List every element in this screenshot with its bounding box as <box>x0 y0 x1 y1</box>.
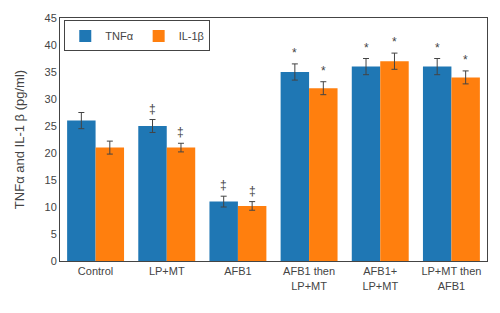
svg-text:0: 0 <box>51 255 57 267</box>
svg-text:25: 25 <box>45 120 57 132</box>
svg-text:*: * <box>435 41 440 55</box>
svg-text:‡: ‡ <box>177 125 184 139</box>
svg-text:20: 20 <box>45 147 57 159</box>
svg-text:TNFα: TNFα <box>105 30 133 42</box>
svg-text:LP+MT thenAFB1: LP+MT thenAFB1 <box>421 265 481 291</box>
svg-text:*: * <box>292 46 297 60</box>
svg-text:‡: ‡ <box>220 178 227 192</box>
svg-text:IL-1β: IL-1β <box>179 30 204 42</box>
svg-text:LP+MT: LP+MT <box>149 265 185 277</box>
svg-text:45: 45 <box>45 12 57 24</box>
svg-text:35: 35 <box>45 66 57 78</box>
svg-text:*: * <box>321 64 326 78</box>
svg-text:‡: ‡ <box>249 184 256 198</box>
svg-text:*: * <box>463 53 468 67</box>
svg-text:10: 10 <box>45 201 57 213</box>
svg-text:5: 5 <box>51 228 57 240</box>
svg-text:*: * <box>392 35 397 49</box>
svg-text:40: 40 <box>45 39 57 51</box>
svg-text:‡: ‡ <box>149 102 156 116</box>
svg-text:Control: Control <box>78 265 113 277</box>
svg-text:*: * <box>364 41 369 55</box>
svg-text:AFB1: AFB1 <box>224 265 252 277</box>
svg-text:AFB1 thenLP+MT: AFB1 thenLP+MT <box>283 265 335 291</box>
svg-text:30: 30 <box>45 93 57 105</box>
svg-text:15: 15 <box>45 174 57 186</box>
svg-text:TNFα and IL-1 β (pg/ml): TNFα and IL-1 β (pg/ml) <box>12 70 27 209</box>
svg-text:AFB1+LP+MT: AFB1+LP+MT <box>362 265 398 291</box>
